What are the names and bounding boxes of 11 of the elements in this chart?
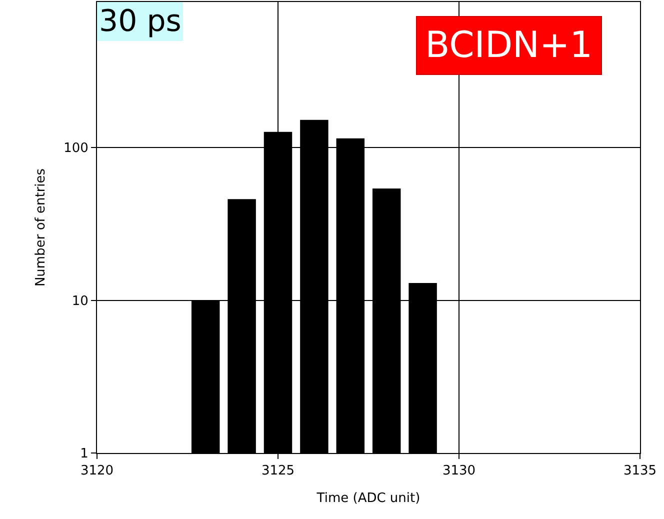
y-tick-label: 1 — [80, 446, 88, 462]
x-axis-title: Time (ADC unit) — [316, 491, 420, 506]
y-tick-label: 10 — [72, 294, 88, 309]
x-tick-label: 3135 — [623, 464, 657, 479]
y-tick-label: 100 — [64, 141, 88, 156]
x-tick-label: 3130 — [442, 464, 476, 479]
x-tick-label: 3120 — [80, 464, 114, 479]
y-axis-title: Number of entries — [34, 168, 49, 287]
annotation: 30 ps — [99, 4, 182, 39]
annotation: BCIDN+1 — [425, 25, 593, 66]
x-tick-label: 3125 — [261, 464, 295, 479]
